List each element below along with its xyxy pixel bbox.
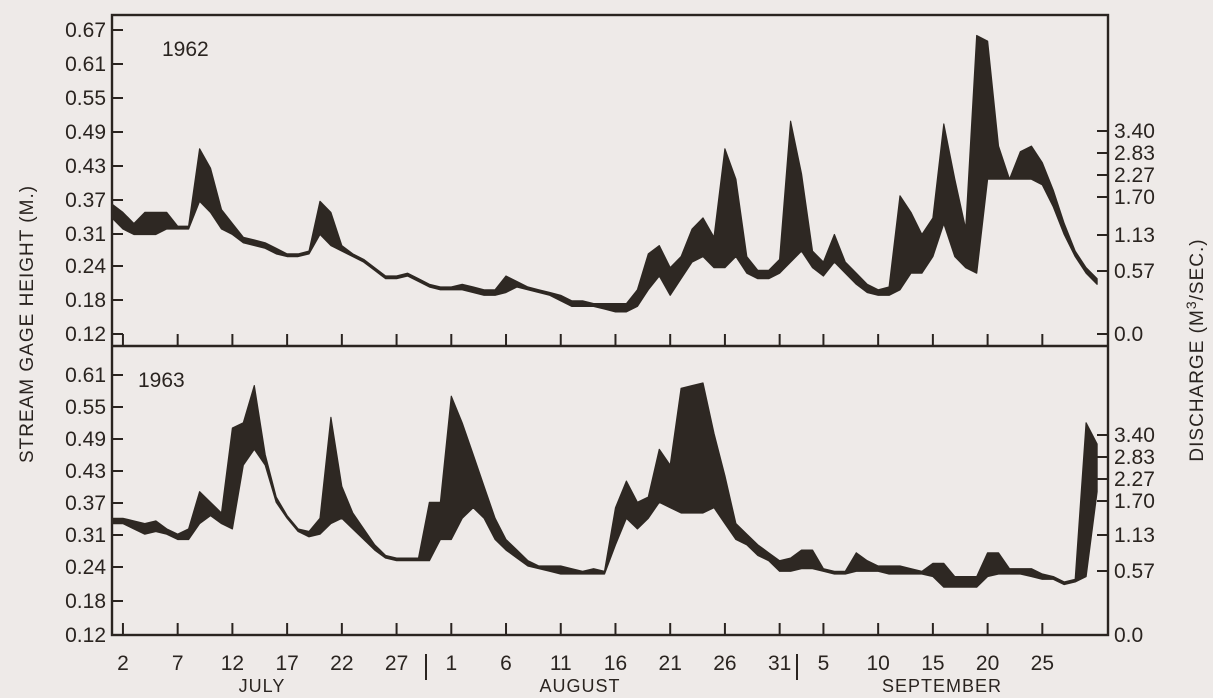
left-tick-label-1963-4: 0.37 — [65, 492, 106, 515]
right-tick-label-1962-1: 2.83 — [1114, 142, 1155, 165]
x-tick-label-3: 17 — [275, 652, 298, 675]
x-tick-label-5: 27 — [385, 652, 408, 675]
left-tick-label-1962-9: 0.12 — [65, 323, 106, 346]
month-label-august: AUGUST — [539, 676, 620, 696]
x-tick-label-0: 2 — [117, 652, 129, 675]
data-band-1963 — [111, 382, 1098, 588]
left-tick-label-1962-7: 0.24 — [65, 255, 106, 278]
x-tick-label-17: 25 — [1031, 652, 1054, 675]
left-tick-label-1962-4: 0.43 — [65, 155, 106, 178]
month-label-september: SEPTEMBER — [882, 676, 1002, 696]
right-tick-label-1962-2: 2.27 — [1114, 164, 1155, 187]
left-tick-label-1962-6: 0.31 — [65, 223, 106, 246]
year-label-1963: 1963 — [138, 369, 185, 392]
right-tick-label-1962-6: 0.0 — [1114, 323, 1143, 346]
y-axis-title-right-sup: 3 — [1183, 300, 1199, 309]
right-tick-label-1962-5: 0.57 — [1114, 260, 1155, 283]
x-tick-label-1: 7 — [172, 652, 184, 675]
left-tick-label-1962-8: 0.18 — [65, 289, 106, 312]
x-tick-label-6: 1 — [445, 652, 457, 675]
left-tick-label-1963-3: 0.43 — [65, 460, 106, 483]
left-tick-label-1963-8: 0.12 — [65, 624, 106, 647]
right-tick-label-1962-4: 1.13 — [1114, 224, 1155, 247]
x-tick-label-11: 26 — [713, 652, 736, 675]
y-axis-title-right-prefix: DISCHARGE (M — [1187, 309, 1208, 461]
right-tick-label-1962-3: 1.70 — [1114, 186, 1155, 209]
x-tick-label-2: 12 — [221, 652, 244, 675]
month-label-july: JULY — [239, 676, 286, 696]
plot-frame — [110, 13, 1110, 637]
y-axis-title-left: STREAM GAGE HEIGHT (M.) — [17, 185, 38, 463]
left-tick-label-1963-7: 0.18 — [65, 590, 106, 613]
year-label-1962: 1962 — [162, 38, 209, 61]
left-tick-label-1963-6: 0.24 — [65, 556, 106, 579]
left-tick-label-1963-5: 0.31 — [65, 524, 106, 547]
x-tick-label-16: 20 — [976, 652, 999, 675]
right-tick-label-1963-2: 2.27 — [1114, 468, 1155, 491]
left-tick-label-1962-3: 0.49 — [65, 121, 106, 144]
right-tick-label-1963-0: 3.40 — [1114, 424, 1155, 447]
y-axis-title-right: DISCHARGE (M3/SEC.) — [1183, 238, 1208, 461]
x-tick-label-9: 16 — [604, 652, 627, 675]
right-tick-label-1963-6: 0.0 — [1114, 624, 1143, 647]
left-tick-label-1962-2: 0.55 — [65, 87, 106, 110]
x-tick-label-15: 15 — [921, 652, 944, 675]
left-tick-label-1962-0: 0.67 — [65, 19, 106, 42]
y-axis-title-right-suffix: /SEC.) — [1187, 238, 1208, 300]
right-tick-label-1963-3: 1.70 — [1114, 490, 1155, 513]
left-tick-label-1963-0: 0.61 — [65, 364, 106, 387]
x-tick-label-10: 21 — [659, 652, 682, 675]
right-tick-label-1962-0: 3.40 — [1114, 120, 1155, 143]
x-tick-label-13: 5 — [818, 652, 830, 675]
x-tick-label-14: 10 — [866, 652, 889, 675]
right-tick-label-1963-1: 2.83 — [1114, 446, 1155, 469]
left-tick-label-1963-2: 0.49 — [65, 428, 106, 451]
right-tick-label-1963-4: 1.13 — [1114, 524, 1155, 547]
x-tick-label-4: 22 — [330, 652, 353, 675]
left-tick-label-1962-5: 0.37 — [65, 189, 106, 212]
x-tick-label-12: 31 — [768, 652, 791, 675]
left-tick-label-1962-1: 0.61 — [65, 53, 106, 76]
x-tick-label-8: 11 — [550, 652, 572, 675]
x-tick-label-7: 6 — [500, 652, 512, 675]
data-band-1962 — [111, 34, 1098, 313]
left-tick-label-1963-1: 0.55 — [65, 396, 106, 419]
right-tick-label-1963-5: 0.57 — [1114, 560, 1155, 583]
